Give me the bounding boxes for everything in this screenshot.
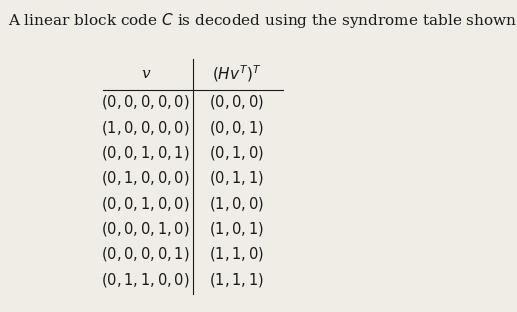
Text: $(0,0,1,0,0)$: $(0,0,1,0,0)$ xyxy=(101,195,190,212)
Text: $(Hv^T)^T$: $(Hv^T)^T$ xyxy=(212,64,261,85)
Text: $(0,1,1)$: $(0,1,1)$ xyxy=(209,169,264,187)
Text: $(0,0,1,0,1)$: $(0,0,1,0,1)$ xyxy=(101,144,190,162)
Text: $(0,0,0,0,1)$: $(0,0,0,0,1)$ xyxy=(101,245,190,263)
Text: $(0,0,1)$: $(0,0,1)$ xyxy=(209,119,264,137)
Text: $(0,0,0)$: $(0,0,0)$ xyxy=(209,93,264,111)
Text: $(0,1,1,0,0)$: $(0,1,1,0,0)$ xyxy=(101,271,190,289)
Text: $(1,0,0)$: $(1,0,0)$ xyxy=(209,195,264,212)
Text: $(1,0,1)$: $(1,0,1)$ xyxy=(209,220,264,238)
Text: $(0,0,0,1,0)$: $(0,0,0,1,0)$ xyxy=(101,220,190,238)
Text: v: v xyxy=(141,67,150,81)
Text: $(1,1,0)$: $(1,1,0)$ xyxy=(209,245,264,263)
Text: $(0,1,0,0,0)$: $(0,1,0,0,0)$ xyxy=(101,169,190,187)
Text: $(0,0,0,0,0)$: $(0,0,0,0,0)$ xyxy=(101,93,190,111)
Text: $(1,1,1)$: $(1,1,1)$ xyxy=(209,271,264,289)
Text: A linear block code $C$ is decoded using the syndrome table shown below.: A linear block code $C$ is decoded using… xyxy=(8,11,517,30)
Text: $(1,0,0,0,0)$: $(1,0,0,0,0)$ xyxy=(101,119,190,137)
Text: $(0,1,0)$: $(0,1,0)$ xyxy=(209,144,264,162)
